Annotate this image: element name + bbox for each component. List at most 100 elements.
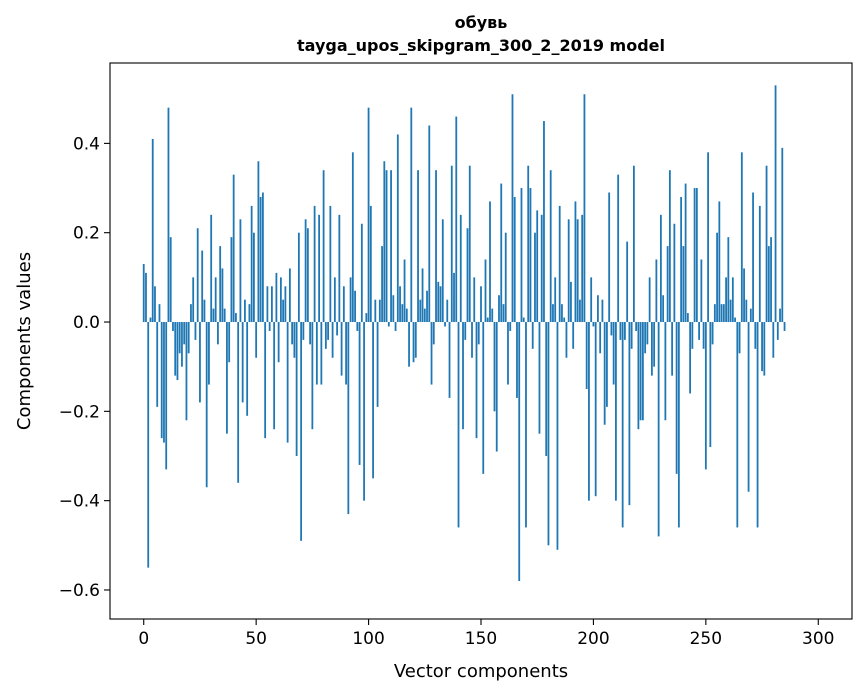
- y-tick-label: 0.2: [73, 224, 100, 244]
- bar-54: [264, 322, 267, 439]
- bar-53: [261, 192, 264, 323]
- bar-99: [365, 313, 368, 323]
- bar-258: [722, 304, 725, 323]
- bar-94: [354, 290, 356, 323]
- bar-88: [340, 322, 343, 376]
- bar-173: [531, 322, 534, 349]
- bar-284: [781, 147, 784, 323]
- bar-33: [217, 322, 219, 345]
- chart-title: обувь: [455, 13, 508, 32]
- bar-106: [381, 246, 383, 323]
- bar-222: [641, 322, 644, 421]
- bar-73: [306, 228, 309, 323]
- bar-146: [471, 322, 473, 358]
- bar-185: [558, 205, 561, 323]
- bar-19: [185, 322, 188, 421]
- bar-225: [648, 277, 651, 323]
- bar-104: [376, 322, 379, 407]
- bar-10: [165, 322, 168, 470]
- y-axis-label: Components values: [14, 252, 35, 430]
- bar-80: [322, 170, 325, 323]
- x-axis-ticks: 0 50 100 150 200 250 300: [138, 619, 834, 649]
- bar-176: [538, 322, 541, 434]
- bar-210: [615, 322, 617, 501]
- bar-98: [363, 322, 365, 501]
- bar-0: [142, 263, 145, 323]
- bar-56: [268, 322, 271, 331]
- bar-259: [725, 277, 727, 323]
- bar-207: [608, 192, 611, 323]
- bar-28: [205, 322, 208, 488]
- bar-161: [504, 232, 507, 323]
- bar-7: [158, 304, 161, 323]
- bar-12: [169, 237, 172, 323]
- bar-116: [403, 259, 406, 323]
- x-axis-label: Vector components: [394, 661, 568, 682]
- bar-139: [455, 116, 458, 323]
- bar-224: [646, 322, 649, 345]
- bar-167: [518, 322, 521, 582]
- bar-188: [565, 322, 568, 358]
- bar-55: [266, 286, 269, 323]
- bar-47: [248, 304, 251, 323]
- chart-subtitle: tayga_upos_skipgram_300_2_2019 model: [297, 36, 665, 55]
- bar-127: [428, 125, 431, 323]
- bar-141: [459, 214, 462, 323]
- bar-14: [174, 322, 177, 376]
- bar-97: [360, 223, 363, 323]
- bar-170: [525, 322, 527, 528]
- bar-209: [612, 322, 615, 385]
- bar-70: [300, 322, 303, 541]
- bar-43: [239, 219, 242, 323]
- y-tick-label: −0.6: [59, 581, 100, 601]
- bar-36: [223, 308, 226, 323]
- bar-71: [302, 322, 305, 340]
- bar-52: [259, 196, 262, 323]
- bar-194: [579, 299, 581, 323]
- bar-233: [666, 246, 669, 323]
- bar-215: [626, 241, 629, 323]
- bar-86: [336, 322, 338, 336]
- bar-275: [761, 322, 763, 372]
- plot-frame: [109, 62, 853, 620]
- bar-109: [387, 322, 390, 327]
- bar-150: [480, 286, 482, 323]
- bar-108: [385, 170, 388, 323]
- bar-277: [765, 165, 768, 323]
- bar-226: [650, 322, 653, 376]
- bar-195: [581, 214, 584, 323]
- bar-84: [331, 322, 334, 358]
- bar-107: [383, 161, 386, 323]
- y-tick-label: 0.0: [73, 313, 100, 333]
- bar-157: [495, 322, 498, 452]
- bar-223: [644, 322, 647, 354]
- bar-25: [199, 322, 201, 403]
- bar-5: [154, 286, 156, 323]
- bar-262: [731, 277, 734, 323]
- bar-125: [423, 308, 426, 323]
- bar-114: [399, 286, 401, 323]
- bar-4: [151, 138, 154, 323]
- bar-67: [293, 322, 296, 358]
- bar-271: [752, 192, 754, 323]
- bar-264: [736, 322, 739, 528]
- bar-134: [444, 322, 446, 327]
- bar-181: [549, 170, 552, 323]
- bar-148: [475, 322, 478, 439]
- bar-169: [522, 317, 525, 323]
- bar-133: [441, 219, 444, 323]
- bar-180: [547, 322, 550, 546]
- bar-29: [208, 322, 210, 385]
- bar-234: [668, 170, 671, 323]
- bar-242: [686, 313, 689, 323]
- bar-248: [700, 259, 703, 323]
- bar-64: [286, 322, 289, 443]
- bar-269: [747, 322, 750, 492]
- bar-232: [664, 322, 667, 421]
- bar-253: [711, 322, 714, 345]
- bar-202: [597, 295, 599, 323]
- bar-263: [734, 317, 736, 323]
- bar-87: [338, 214, 341, 323]
- y-tick-label: 0.4: [73, 134, 100, 154]
- bars-group: [142, 85, 786, 582]
